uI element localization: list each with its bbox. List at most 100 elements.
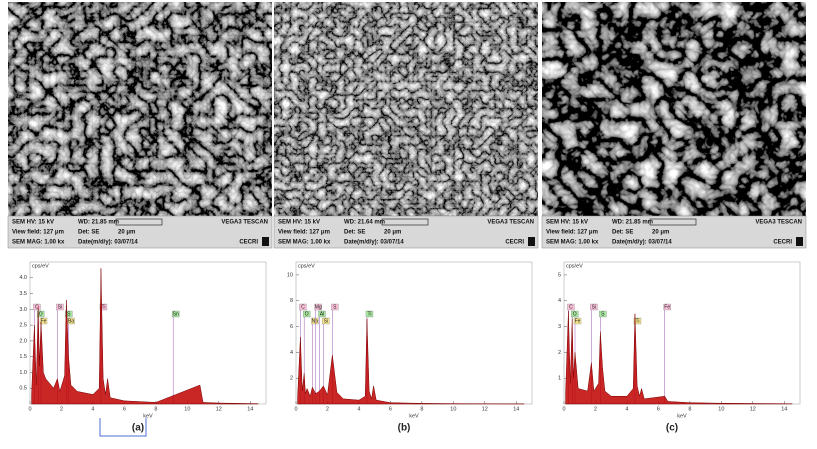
info-text: Det: SE xyxy=(78,230,99,236)
x-axis-label: keV xyxy=(143,413,153,419)
x-tick-label: 4 xyxy=(91,406,94,412)
peak-label-box xyxy=(172,310,180,318)
peak-label: Fe xyxy=(664,304,670,310)
y-tick-label: 8 xyxy=(290,298,293,304)
peak-label-box xyxy=(37,310,45,318)
panel-label: (c) xyxy=(666,423,678,434)
logo xyxy=(796,237,803,246)
y-axis-label: cps/eV xyxy=(566,263,583,269)
y-axis-label: cps/eV xyxy=(32,263,49,269)
y-tick-label: 3.5 xyxy=(19,291,27,297)
sem-image xyxy=(8,2,272,216)
peak-label: Ti xyxy=(367,311,371,317)
scale-bar xyxy=(115,218,163,226)
peak-label-box xyxy=(590,303,598,311)
info-text: View field: 127 μm xyxy=(278,230,330,236)
info-bar xyxy=(7,215,273,249)
peak-label-box xyxy=(365,310,374,318)
y-tick-label: 1.0 xyxy=(19,370,27,376)
x-tick-label: 10 xyxy=(718,406,724,412)
y-tick-label: 5 xyxy=(558,272,561,278)
info-text: SEM MAG: 1.00 kx xyxy=(12,240,65,246)
info-text: VEGA3 TESCAN xyxy=(755,220,802,226)
peak-label: Si xyxy=(58,304,62,310)
info-text: CECRI xyxy=(773,240,792,246)
peak-label: O xyxy=(39,311,43,317)
peak-label: O xyxy=(573,311,577,317)
x-tick-label: 8 xyxy=(688,406,691,412)
info-text: View field: 127 μm xyxy=(12,230,64,236)
logo xyxy=(528,237,535,246)
peak-label-box xyxy=(633,317,642,325)
panel-label: (b) xyxy=(398,423,411,434)
x-tick-label: 12 xyxy=(482,406,488,412)
peak-label: Na xyxy=(312,318,319,324)
spectrum xyxy=(565,311,793,405)
info-text: CECRI xyxy=(239,240,258,246)
peak-label: S xyxy=(601,311,605,317)
peak-label: Sn xyxy=(173,311,179,317)
peak-label: Al xyxy=(320,311,324,317)
info-text: VEGA3 TESCAN xyxy=(487,220,534,226)
info-bar xyxy=(541,215,807,249)
spectrum xyxy=(297,318,525,405)
peak-label-box xyxy=(56,303,64,311)
peak-label-box xyxy=(573,317,582,325)
y-tick-label: 2.0 xyxy=(19,338,27,344)
peak-label: Fe xyxy=(41,318,47,324)
peak-label-box xyxy=(599,310,607,318)
peak-label-box xyxy=(65,310,73,318)
info-text: SEM MAG: 1.00 kx xyxy=(546,240,599,246)
info-text: 20 μm xyxy=(652,230,669,236)
info-text: Det: SE xyxy=(612,230,633,236)
peak-label: C xyxy=(35,304,39,310)
x-tick-label: 6 xyxy=(389,406,392,412)
peak-label-box xyxy=(303,310,311,318)
y-tick-label: 4 xyxy=(290,350,293,356)
x-tick-label: 8 xyxy=(420,406,423,412)
sem-image xyxy=(542,2,806,216)
y-tick-label: 4 xyxy=(558,298,561,304)
y-tick-label: 2.5 xyxy=(19,323,27,329)
x-axis-label: keV xyxy=(677,413,687,419)
spectrum xyxy=(31,268,259,405)
logo xyxy=(262,237,269,246)
peak-label-box xyxy=(314,303,322,311)
y-tick-label: 1 xyxy=(558,376,561,382)
peak-label: Si xyxy=(592,304,596,310)
y-tick-label: 2 xyxy=(290,376,293,382)
x-tick-label: 8 xyxy=(154,406,157,412)
peak-label-box xyxy=(33,303,41,311)
y-axis-label: cps/eV xyxy=(298,263,315,269)
y-tick-label: 6 xyxy=(290,324,293,330)
y-tick-label: 3 xyxy=(558,324,561,330)
peak-label-box xyxy=(331,303,339,311)
peak-label-box xyxy=(567,303,575,311)
x-tick-label: 2 xyxy=(60,406,63,412)
y-tick-label: 2 xyxy=(558,350,561,356)
peak-label: Mg xyxy=(315,304,322,310)
x-tick-label: 4 xyxy=(625,406,628,412)
peak-label-box xyxy=(318,310,326,318)
info-text: 20 μm xyxy=(384,230,401,236)
y-tick-label: 4.0 xyxy=(19,275,27,281)
peak-label-box xyxy=(99,303,108,311)
x-tick-label: 4 xyxy=(357,406,360,412)
x-tick-label: 0 xyxy=(562,406,565,412)
peak-label-box xyxy=(311,317,319,325)
info-text: Date(m/d/y): 03/07/14 xyxy=(612,240,672,246)
x-tick-label: 14 xyxy=(513,406,519,412)
peak-label: Ti xyxy=(635,318,639,324)
y-tick-label: 1.5 xyxy=(19,354,27,360)
x-axis-label: keV xyxy=(409,413,419,419)
info-text: SEM HV: 15 kV xyxy=(278,220,320,226)
x-tick-label: 10 xyxy=(450,406,456,412)
peak-label-box xyxy=(67,317,75,325)
info-text: SEM HV: 15 kV xyxy=(12,220,54,226)
info-text: WD: 21.85 mm xyxy=(612,220,653,226)
info-text: SEM MAG: 1.00 kx xyxy=(278,240,331,246)
y-tick-label: 10 xyxy=(287,272,293,278)
info-text: Date(m/d/y): 03/07/14 xyxy=(344,240,404,246)
x-tick-label: 0 xyxy=(294,406,297,412)
